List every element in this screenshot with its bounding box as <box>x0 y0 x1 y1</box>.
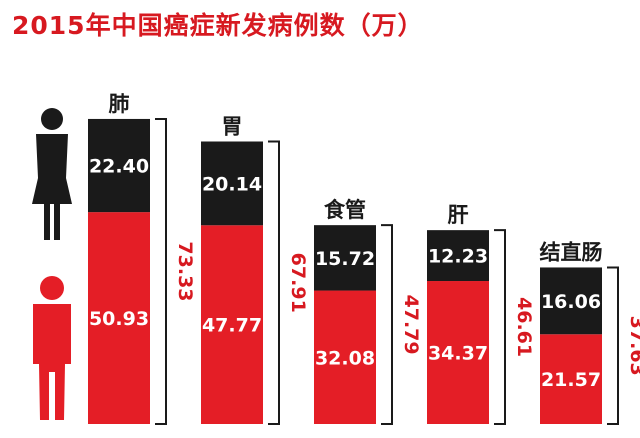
female-figure-icon <box>32 108 72 240</box>
data-label-top: 16.06 <box>541 291 601 313</box>
total-bracket <box>494 229 506 425</box>
bar-segment-bottom <box>427 281 489 424</box>
category-label: 胃 <box>222 114 243 138</box>
data-label-bottom: 32.08 <box>315 347 375 369</box>
bar-segment-top <box>201 141 263 226</box>
total-bracket <box>155 117 167 425</box>
category-label: 肝 <box>448 203 469 227</box>
data-label-bottom: 50.93 <box>89 308 149 330</box>
data-label-top: 15.72 <box>315 248 375 270</box>
male-figure-icon <box>33 276 71 420</box>
category-label: 肺 <box>109 92 130 116</box>
category-label: 食管 <box>324 198 366 222</box>
data-label-bottom: 47.77 <box>202 315 262 337</box>
total-label: 46.61 <box>513 297 535 357</box>
data-label-top: 12.23 <box>428 246 488 268</box>
bar-segment-top <box>88 118 150 213</box>
bar-segment-top <box>314 225 376 291</box>
total-bracket <box>268 140 280 425</box>
bar-segment-bottom <box>540 334 602 424</box>
data-label-top: 20.14 <box>202 173 262 195</box>
chart-title: 2015年中国癌症新发病例数（万） <box>12 11 424 40</box>
data-label-bottom: 21.57 <box>541 369 601 391</box>
total-label: 37.63 <box>626 316 640 376</box>
total-bracket <box>381 224 393 425</box>
total-label: 73.33 <box>174 241 196 301</box>
bar-segment-bottom <box>88 212 150 424</box>
data-label-top: 22.40 <box>89 156 149 178</box>
bars-layer: 22.40 50.93 肺 73.33 20.14 47.77 胃 67.91 15.72 32.… <box>88 92 640 425</box>
total-label: 47.79 <box>400 295 422 355</box>
data-label-bottom: 34.37 <box>428 343 488 365</box>
category-label: 结直肠 <box>540 240 603 264</box>
total-label: 67.91 <box>287 253 309 313</box>
bar-segment-top <box>427 230 489 282</box>
total-bracket <box>607 266 619 425</box>
bar-segment-top <box>540 267 602 335</box>
bar-segment-bottom <box>314 290 376 424</box>
bar-segment-bottom <box>201 225 263 424</box>
